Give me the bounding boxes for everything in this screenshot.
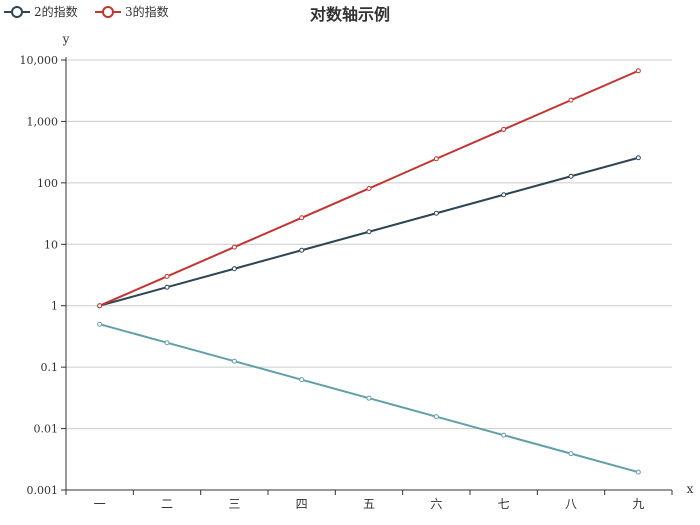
data-point[interactable]	[501, 126, 507, 132]
data-point[interactable]	[635, 469, 641, 475]
x-tick-label: 一	[94, 497, 106, 511]
data-point[interactable]	[568, 451, 574, 457]
series-2	[97, 321, 641, 475]
data-point[interactable]	[97, 303, 103, 309]
y-tick-label: 10,000	[20, 54, 59, 67]
data-point[interactable]	[299, 215, 305, 221]
axes	[65, 57, 672, 491]
x-tick-label: 八	[565, 497, 577, 511]
data-point[interactable]	[501, 432, 507, 438]
legend-circle-icon	[102, 6, 114, 18]
grid-lines	[66, 59, 672, 430]
legend-circle-icon	[11, 6, 23, 18]
data-point[interactable]	[164, 273, 170, 279]
data-point[interactable]	[97, 321, 103, 327]
data-point[interactable]	[231, 266, 237, 272]
series-1	[97, 68, 641, 309]
data-point[interactable]	[501, 192, 507, 198]
data-point[interactable]	[433, 210, 439, 216]
data-point[interactable]	[164, 284, 170, 290]
data-point[interactable]	[568, 173, 574, 179]
y-tick-label: 0.1	[41, 361, 59, 374]
y-tick-label: 0.01	[34, 423, 59, 436]
data-point[interactable]	[635, 155, 641, 161]
x-tick-label: 二	[161, 497, 173, 511]
data-point[interactable]	[299, 377, 305, 383]
data-point[interactable]	[231, 244, 237, 250]
series-0	[97, 155, 641, 309]
x-tick-label: 三	[228, 497, 240, 511]
data-point[interactable]	[164, 340, 170, 346]
data-point[interactable]	[433, 414, 439, 420]
chart-title: 对数轴示例	[310, 5, 390, 24]
data-point[interactable]	[366, 185, 372, 191]
data-point[interactable]	[366, 395, 372, 401]
x-tick-label: 六	[430, 497, 442, 511]
x-tick-label: 四	[296, 497, 308, 511]
data-point[interactable]	[568, 97, 574, 103]
y-tick-label: 1,000	[27, 115, 59, 128]
x-tick-label: 九	[632, 497, 644, 511]
legend-item[interactable]: 3的指数	[95, 4, 169, 19]
data-point[interactable]	[635, 68, 641, 74]
y-tick-label: 0.001	[27, 484, 59, 497]
y-tick-label: 100	[37, 177, 58, 190]
x-axis-label: x	[687, 482, 694, 496]
y-tick-label: 10	[44, 238, 58, 251]
data-point[interactable]	[231, 358, 237, 364]
data-point[interactable]	[366, 229, 372, 235]
data-point[interactable]	[299, 247, 305, 253]
legend: 2的指数 3的指数	[4, 4, 169, 19]
legend-label: 3的指数	[125, 4, 169, 19]
series-layer	[97, 68, 641, 475]
x-tick-label: 五	[363, 497, 375, 511]
legend-label: 2的指数	[34, 4, 78, 19]
legend-item[interactable]: 2的指数	[4, 4, 78, 19]
x-tick-label: 七	[498, 497, 510, 511]
y-tick-label: 1	[51, 300, 58, 313]
y-axis-label: y	[62, 32, 70, 46]
y-axis-ticks: 0.001 0.01 0.1 1 10 100 1,000 10,000	[20, 54, 66, 497]
x-axis-ticks: 一二三四五六七八九	[65, 490, 673, 511]
data-point[interactable]	[433, 156, 439, 162]
